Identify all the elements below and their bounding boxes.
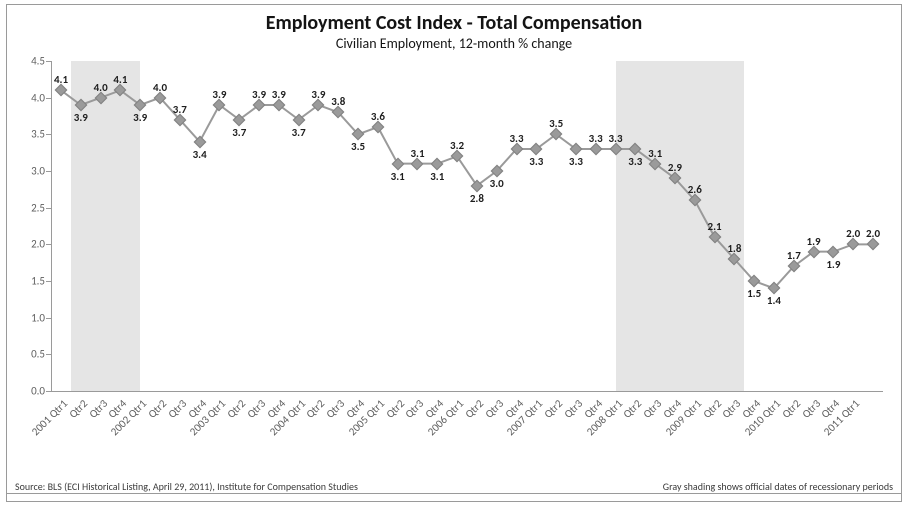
data-point-label: 3.5 <box>351 140 365 153</box>
data-point-label: 2.1 <box>708 220 722 233</box>
y-axis-tick <box>46 281 51 282</box>
data-point-label: 3.3 <box>569 155 583 168</box>
x-axis-tick-label: Qtr2 <box>146 397 170 421</box>
y-axis-tick-label: 4.5 <box>15 55 45 68</box>
x-axis-tick-label: Qtr3 <box>720 397 744 421</box>
data-point-label: 2.9 <box>668 161 682 174</box>
x-axis-tick-label: Qtr2 <box>66 397 90 421</box>
data-point-label: 3.9 <box>272 88 286 101</box>
data-point-label: 3.3 <box>509 132 523 145</box>
x-axis-tick-label: Qtr2 <box>225 397 249 421</box>
chart-subtitle: Civilian Employment, 12-month % change <box>7 35 901 52</box>
y-axis-tick <box>46 171 51 172</box>
data-point-label: 4.1 <box>113 73 127 86</box>
y-axis-tick-label: 1.5 <box>15 275 45 288</box>
data-point-label: 3.5 <box>549 117 563 130</box>
data-point-label: 3.6 <box>371 110 385 123</box>
x-axis-tick-label: Qtr3 <box>245 397 269 421</box>
y-axis-tick <box>46 244 51 245</box>
y-axis-tick <box>46 318 51 319</box>
data-point-label: 3.1 <box>430 170 444 183</box>
y-axis-tick-label: 0.5 <box>15 348 45 361</box>
data-point-label: 3.7 <box>232 126 246 139</box>
x-axis-tick-label: Qtr2 <box>621 397 645 421</box>
data-point-label: 3.2 <box>450 139 464 152</box>
data-point-label: 4.1 <box>54 73 68 86</box>
data-point-label: 3.0 <box>490 177 504 190</box>
data-point-label: 2.8 <box>470 192 484 205</box>
data-point-label: 3.9 <box>133 111 147 124</box>
data-point-label: 2.0 <box>866 227 880 240</box>
chart-frame: Employment Cost Index - Total Compensati… <box>6 4 902 502</box>
chart-title-block: Employment Cost Index - Total Compensati… <box>7 11 901 52</box>
x-axis-line <box>51 391 883 392</box>
y-axis-tick <box>46 61 51 62</box>
data-point-label: 3.9 <box>74 111 88 124</box>
y-axis-line <box>51 61 52 391</box>
y-axis-tick <box>46 134 51 135</box>
y-axis-tick-label: 2.5 <box>15 201 45 214</box>
data-point-label: 1.9 <box>826 258 840 271</box>
data-point-label: 3.9 <box>212 88 226 101</box>
x-axis-tick-label: Qtr3 <box>641 397 665 421</box>
data-point-label: 3.9 <box>252 88 266 101</box>
y-axis-tick <box>46 391 51 392</box>
data-point-label: 1.4 <box>767 294 781 307</box>
data-point-label: 3.1 <box>410 147 424 160</box>
x-axis-tick-label: Qtr3 <box>165 397 189 421</box>
plot-area: 4.1 3.9 4.0 4.1 3.9 4.0 3.7 3.4 3.9 3.7 3.9 3.9 3.7 3… <box>51 61 883 391</box>
data-point-label: 3.8 <box>331 95 345 108</box>
data-point-label: 2.6 <box>688 183 702 196</box>
data-point-label: 1.9 <box>807 235 821 248</box>
data-point-label: 3.3 <box>608 132 622 145</box>
data-point-label: 3.1 <box>391 170 405 183</box>
x-axis-tick-label: 2001 Qtr1 <box>29 397 70 438</box>
data-point-label: 3.4 <box>193 148 207 161</box>
x-axis-tick-label: Qtr3 <box>403 397 427 421</box>
data-point-label: 3.3 <box>628 155 642 168</box>
y-axis-tick-label: 0.0 <box>15 385 45 398</box>
data-point-label: 4.0 <box>153 81 167 94</box>
data-point-label: 3.7 <box>292 126 306 139</box>
chart-title: Employment Cost Index - Total Compensati… <box>7 11 901 35</box>
chart-footer: Source: BLS (ECI Historical Listing, Apr… <box>7 493 901 497</box>
data-point-label: 4.0 <box>94 81 108 94</box>
data-point-label: 1.8 <box>727 242 741 255</box>
data-point-label: 3.3 <box>529 155 543 168</box>
y-axis-tick-label: 3.5 <box>15 128 45 141</box>
data-point-label: 1.7 <box>787 249 801 262</box>
y-axis-tick-label: 3.0 <box>15 165 45 178</box>
y-axis-tick <box>46 208 51 209</box>
x-axis-tick-label: Qtr3 <box>324 397 348 421</box>
data-point-label: 2.0 <box>846 227 860 240</box>
y-axis-tick <box>46 354 51 355</box>
y-axis-tick <box>46 98 51 99</box>
data-point-label: 3.9 <box>311 88 325 101</box>
x-axis-tick-label: Qtr3 <box>482 397 506 421</box>
footer-source: Source: BLS (ECI Historical Listing, Apr… <box>15 480 358 493</box>
y-axis-tick-label: 4.0 <box>15 91 45 104</box>
footer-note: Gray shading shows official dates of rec… <box>663 480 893 493</box>
x-axis-tick-label: Qtr2 <box>304 397 328 421</box>
data-point-label: 3.3 <box>589 132 603 145</box>
data-point-label: 3.1 <box>648 147 662 160</box>
data-point-label: 1.5 <box>747 287 761 300</box>
x-axis-tick-label: Qtr2 <box>542 397 566 421</box>
y-axis-tick-label: 1.0 <box>15 311 45 324</box>
y-axis-tick-label: 2.0 <box>15 238 45 251</box>
x-axis-tick-label: Qtr2 <box>462 397 486 421</box>
x-axis-tick-label: Qtr2 <box>779 397 803 421</box>
data-point-label: 3.7 <box>173 103 187 116</box>
x-axis-tick-label: Qtr3 <box>561 397 585 421</box>
